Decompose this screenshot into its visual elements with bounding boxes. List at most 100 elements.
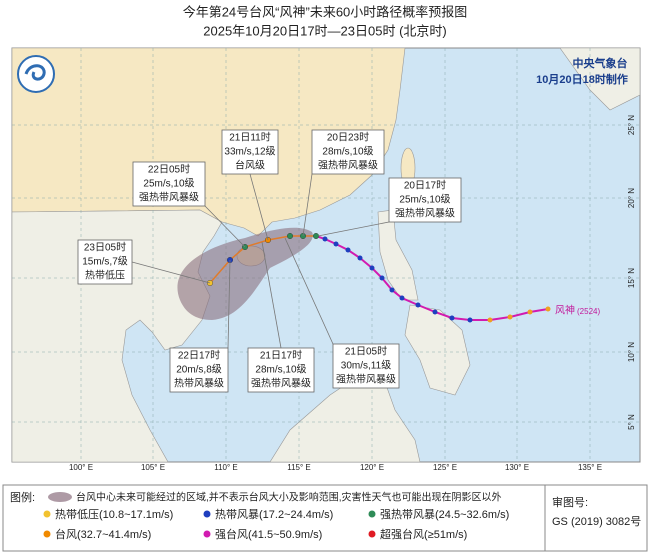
annotation-text: 热带风暴级 [174,377,224,390]
track-point [389,287,395,293]
map: 100° E 105° E 110° E 115° E 120° E 125° E 130°… [11,47,641,472]
forecast-point [313,232,320,239]
track-point [467,317,473,323]
annotation-text: 20日23时 [327,132,369,144]
cma-logo [17,55,55,93]
leader-line [284,237,334,345]
track-point [345,247,351,253]
annotation-box [221,129,279,175]
annotation-box [77,239,133,285]
track-point [333,241,339,247]
legend: 图例: 台风中心未来可能经过的区域,并不表示台风大小及影响范围,灾害性天气也可能… [2,484,648,552]
annotation-box [169,347,229,393]
leader-line [261,241,282,349]
lon-label: 125° E [433,463,457,472]
annotation-box [388,177,462,223]
leader-line [249,173,269,241]
lat-label: 15° N [627,268,636,288]
annotation-text: 强热带风暴级 [318,159,378,172]
legend-item: 超强台风(≥51m/s) [380,527,467,541]
annotation-box [311,129,385,175]
legend-cone-swatch [48,492,72,502]
legend-item: 强热带风暴(24.5~32.6m/s) [380,508,509,521]
storm-name: 风神 [555,304,575,317]
lon-label: 135° E [578,463,602,472]
lat-label: 10° N [627,342,636,362]
legend-swatch [43,530,51,538]
annotation-text: 强热带风暴级 [139,191,199,204]
land-japan [559,47,641,111]
leader-line [227,259,231,349]
legend-frame [2,484,648,552]
issue-time: 10月20日18时制作 [536,72,628,86]
annotation-text: 23日05时 [84,242,126,254]
track-point [322,236,328,242]
annotation-text: 22日17时 [178,350,220,362]
subtitle: 2025年10月20日17时—23日05时 (北京时) [203,23,447,38]
annotation-text: 强热带风暴级 [251,377,311,390]
lon-label: 130° E [505,463,529,472]
annotation-text: 33m/s,12级 [224,146,275,158]
legend-swatch [203,530,211,538]
leader-line [302,173,313,237]
annotation-text: 22日05时 [148,164,190,176]
track-point [379,275,385,281]
storm-code: (2524) [577,307,600,316]
legend-title: 图例: [10,490,35,504]
legend-item: 热带风暴(17.2~24.4m/s) [215,508,333,521]
lon-label: 115° E [287,463,311,472]
annotation-text: 21日17时 [260,350,302,362]
track-point [399,295,405,301]
track-point [415,302,421,308]
track-point [432,309,438,315]
annotation-text: 25m/s,10级 [399,194,450,206]
track-point [507,314,513,320]
annotation-text: 28m/s,10级 [255,364,306,376]
cma-logo-swirl [24,64,46,81]
legend-swatch [203,510,211,518]
legend-swatch [368,530,376,538]
annotation-text: 台风级 [235,159,265,172]
annotation-text: 热带低压 [85,269,125,282]
leader-line [317,221,390,237]
lat-label: 20° N [627,188,636,208]
legend-swatch [368,510,376,518]
lon-label: 105° E [141,463,165,472]
annotation-text: 强热带风暴级 [395,207,455,220]
track-point [527,309,533,315]
lon-label: 110° E [214,463,238,472]
legend-item: 热带低压(10.8~17.1m/s) [55,508,173,521]
annotation-text: 25m/s,10级 [143,178,194,190]
legend-item: 台风(32.7~41.4m/s) [55,527,151,541]
title: 今年第24号台风“风神”未来60小时路径概率预报图 [183,4,468,19]
track-point [487,317,493,323]
agency-name: 中央气象台 [573,56,628,70]
track-point [449,315,455,321]
annotation-box [247,347,315,393]
annotation-text: 20m/s,8级 [176,364,222,376]
land-indochina [11,209,223,463]
track-point [369,265,375,271]
approval-number: GS (2019) 3082号 [552,515,641,528]
lat-label: 5° N [627,414,636,430]
track-point [357,255,363,261]
annotation-text: 21日11时 [229,132,271,144]
annotation-text: 20日17时 [404,180,446,192]
annotation-text: 15m/s,7级 [82,256,128,268]
annotation-text: 强热带风暴级 [336,373,396,386]
leader-line [131,261,211,284]
annotation-box [132,161,206,207]
leader-line [204,205,246,248]
approval-label: 审图号: [552,495,588,509]
annotation-box [332,343,400,389]
annotation-text: 30m/s,11级 [341,360,391,372]
legend-cone-text: 台风中心未来可能经过的区域,并不表示台风大小及影响范围,灾害性天气也可能出现在阴… [76,491,502,504]
lat-label: 25° N [627,115,636,135]
track-point [545,306,551,312]
legend-item: 强台风(41.5~50.9m/s) [215,527,322,541]
probability-cone [177,227,313,320]
legend-swatch [43,510,51,518]
annotation-text: 28m/s,10级 [322,146,373,158]
annotation-text: 21日05时 [345,346,387,358]
